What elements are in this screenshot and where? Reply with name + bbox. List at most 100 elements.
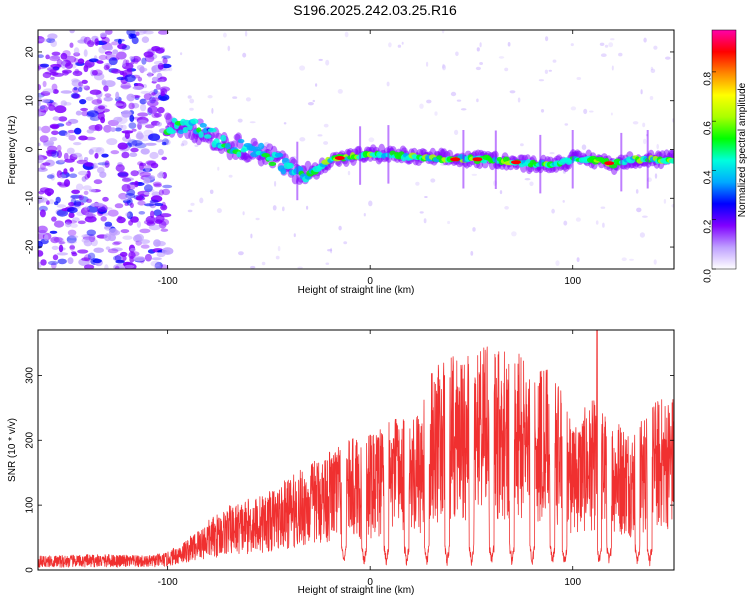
noise-blob [159,46,166,53]
noise-blob [162,184,173,189]
colorbar-label: Normalized spectral amplitude [737,82,748,217]
faint-noise-blob [344,31,349,38]
faint-noise-blob [426,61,429,67]
noise-blob [38,110,42,118]
noise-blob [38,36,45,44]
faint-noise-blob [470,251,474,256]
noise-blob [157,148,164,156]
noise-blob [85,211,95,217]
noise-blob [48,104,56,111]
noise-blob [160,218,170,226]
noise-blob [41,125,51,134]
noise-blob [102,212,110,216]
noise-blob [38,54,44,59]
noise-blob [92,162,98,169]
noise-blob [88,188,97,193]
noise-blob [131,142,137,149]
faint-noise-blob [282,206,285,212]
noise-blob [51,83,58,92]
faint-noise-blob [650,68,656,74]
noise-blob [122,235,133,240]
ridge-streak [494,130,497,189]
noise-blob [153,60,164,66]
noise-blob [68,235,79,239]
noise-blob [144,99,151,104]
ridge-core [203,134,212,139]
noise-blob [151,97,161,101]
faint-noise-blob [455,51,459,57]
faint-noise-blob [312,99,316,103]
noise-blob [60,90,73,94]
noise-blob [38,225,48,234]
faint-noise-blob [650,66,654,71]
noise-blob [47,260,59,266]
faint-noise-blob [564,123,569,126]
faint-noise-blob [330,247,333,254]
noise-blob [114,127,122,132]
faint-noise-blob [642,215,648,218]
noise-blob [38,126,42,131]
noise-blob [69,30,75,34]
faint-noise-blob [552,59,557,63]
faint-noise-blob [242,52,247,58]
ridge-core [274,152,284,158]
noise-blob [147,99,159,107]
faint-noise-blob [529,181,534,187]
noise-blob [157,172,165,179]
noise-blob [125,212,131,217]
noise-blob [125,59,130,67]
noise-blob [91,202,104,207]
noise-blob [49,136,58,142]
spectrogram-y-ticks: -20 -10 0 10 20 [25,46,674,254]
noise-blob [86,229,97,236]
noise-blob [117,142,128,150]
noise-blob [140,148,150,155]
noise-blob [89,116,100,121]
ridge-core [268,161,277,166]
colorbar-scale [711,29,737,270]
faint-noise-blob [636,207,642,213]
faint-noise-blob [415,181,420,186]
noise-blob [84,162,94,167]
noise-blob [151,46,161,52]
faint-noise-blob [643,138,647,145]
noise-blob [131,140,143,146]
noise-blob [121,61,127,67]
noise-blob [151,92,156,96]
noise-blob [150,260,161,267]
faint-noise-blob [442,64,446,71]
noise-blob [103,124,112,133]
noise-blob [143,177,151,184]
faint-noise-blob [323,141,329,145]
faint-noise-blob [563,220,568,226]
noise-blob [121,151,130,159]
noise-blob [134,30,147,36]
faint-noise-blob [189,107,194,111]
noise-blob [46,66,59,72]
noise-blob [165,249,171,255]
noise-blob [39,209,46,218]
noise-blob [65,132,71,138]
noise-blob [52,116,60,121]
noise-blob [49,55,61,62]
faint-noise-blob [275,255,280,260]
noise-blob [81,110,89,117]
noise-blob [81,257,90,262]
noise-blob [62,70,69,76]
noise-blob [55,64,61,69]
noise-blob [152,181,162,186]
noise-blob [50,150,59,158]
noise-blob [52,89,59,94]
faint-noise-blob [635,189,639,194]
noise-blob [128,102,135,110]
noise-blob [47,33,58,40]
faint-noise-blob [397,44,402,48]
noise-blob [78,135,88,141]
noise-blob [136,220,141,228]
noise-blob [40,91,51,96]
noise-blob [63,179,71,187]
noise-blob [97,162,109,166]
noise-blob [101,36,110,44]
faint-noise-blob [424,196,428,198]
noise-blob [151,76,159,82]
